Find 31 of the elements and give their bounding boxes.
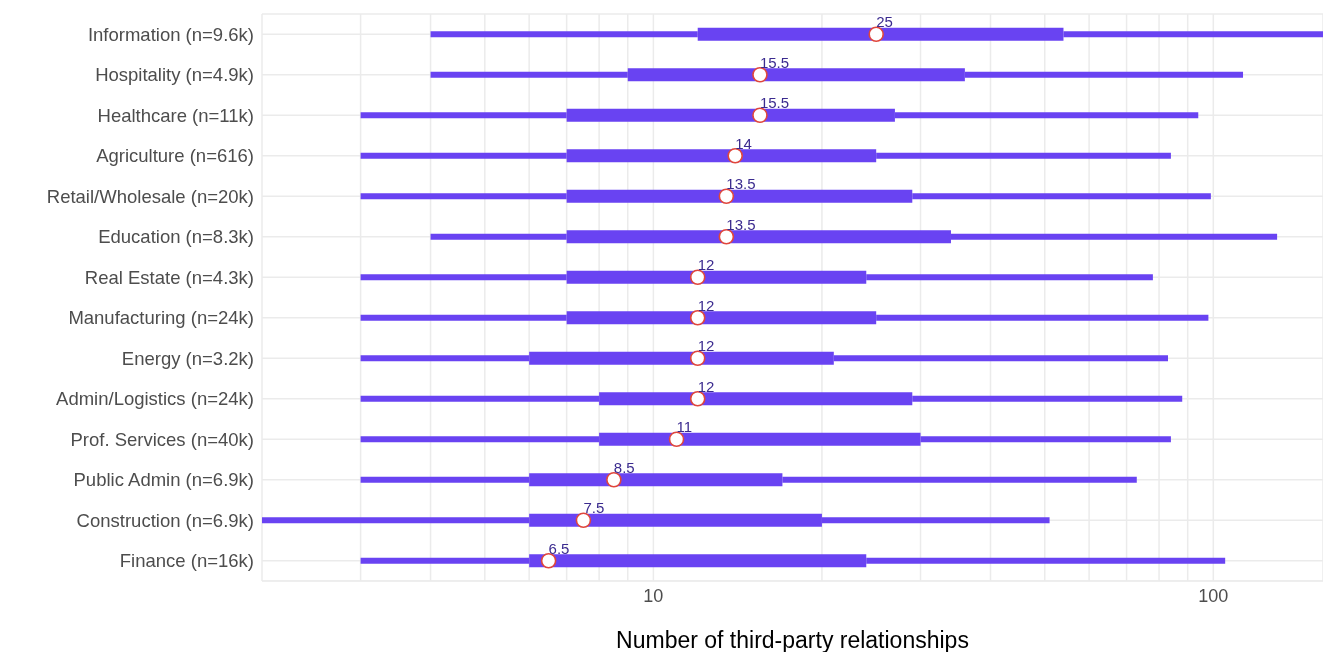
y-tick-label: Agriculture (n=616) [96,145,254,167]
y-tick-label: Hospitality (n=4.9k) [95,64,254,86]
annotation: 13.5 [726,175,756,193]
annotation: 12 [697,337,715,355]
x-tick-label: 100 [1198,585,1229,606]
annotation: 14 [735,134,752,152]
annotation: 11 [676,418,693,436]
annotation: 12 [697,377,715,395]
annotation: 12 [697,296,715,314]
y-tick-label: Construction (n=6.9k) [76,509,254,531]
annotation: 15.5 [759,94,790,112]
y-tick-label: Real Estate (n=4.3k) [84,266,254,288]
annotation: 12 [697,256,715,274]
annotation: 6.5 [548,539,570,557]
y-tick-label: Energy (n=3.2k) [121,347,254,369]
y-tick-label: Manufacturing (n=24k) [68,307,254,329]
annotation: 7.5 [583,499,605,517]
annotation: 25 [876,13,893,31]
x-tick-label: 10 [643,585,664,606]
y-tick-label: Admin/Logistics (n=24k) [56,388,254,410]
annotation: 13.5 [726,215,756,233]
y-tick-label: Healthcare (n=11k) [97,104,254,126]
y-tick-label: Retail/Wholesale (n=20k) [46,185,254,207]
y-tick-label: Education (n=8.3k) [98,226,254,248]
y-tick-label: Finance (n=16k) [119,550,254,572]
x-axis-title: Number of third-party relationships [616,627,969,652]
y-tick-label: Information (n=9.6k) [87,23,254,45]
annotation: 15.5 [759,53,790,71]
y-tick-label: Public Admin (n=6.9k) [73,469,254,491]
y-tick-label: Prof. Services (n=40k) [70,428,254,450]
annotation: 8.5 [613,458,635,476]
